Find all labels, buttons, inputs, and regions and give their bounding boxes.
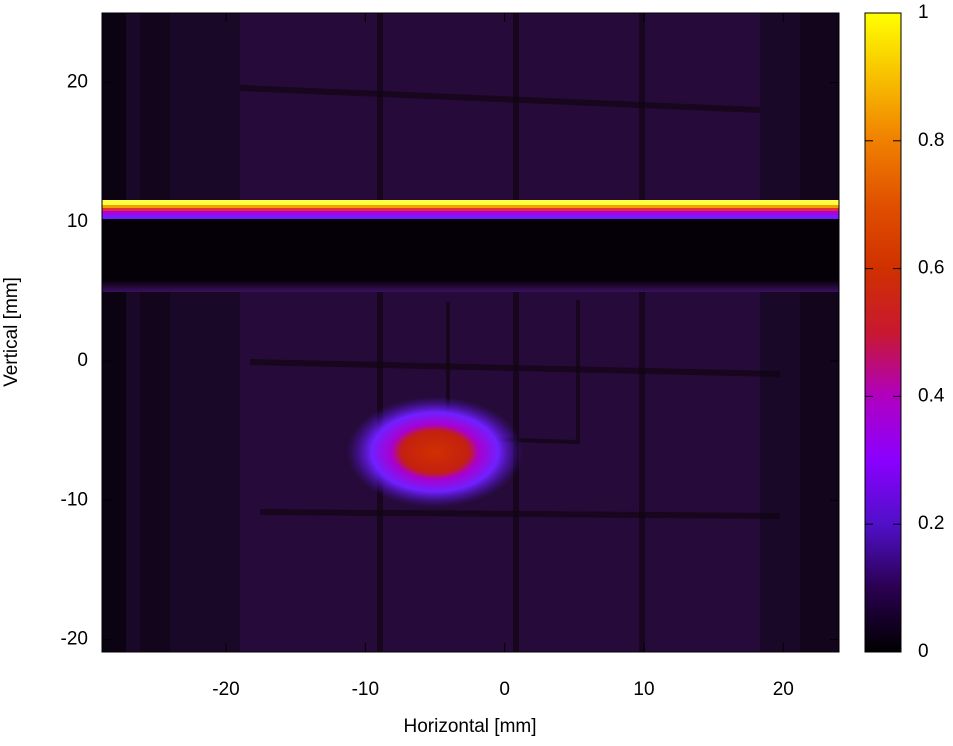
y-tick-label: 20: [67, 72, 88, 93]
y-tick-label: 10: [67, 211, 88, 232]
x-tick-label: -10: [352, 679, 379, 700]
colorbar-tick-label: 0.8: [918, 130, 944, 151]
colorbar-tick-label: 0.4: [918, 385, 945, 406]
x-tick-label: 20: [773, 679, 794, 700]
colorbar-tick-label: 0: [918, 641, 929, 662]
x-tick-label: 10: [633, 679, 654, 700]
y-tick-label: 0: [77, 350, 88, 371]
plot-frame: [101, 12, 840, 653]
colorbar-tick-label: 0.2: [918, 513, 944, 534]
colorbar: [864, 12, 902, 653]
y-tick-label: -10: [61, 489, 88, 510]
x-tick-label: -20: [212, 679, 239, 700]
colorbar-tick-label: 1: [918, 2, 929, 23]
colorbar-tick-label: 0.6: [918, 258, 944, 279]
x-axis-label: Horizontal [mm]: [403, 716, 536, 737]
heatmap-image: [102, 13, 839, 652]
y-axis-label: Vertical [mm]: [1, 277, 22, 387]
y-tick-label: -20: [61, 628, 88, 649]
x-tick-label: 0: [499, 679, 510, 700]
